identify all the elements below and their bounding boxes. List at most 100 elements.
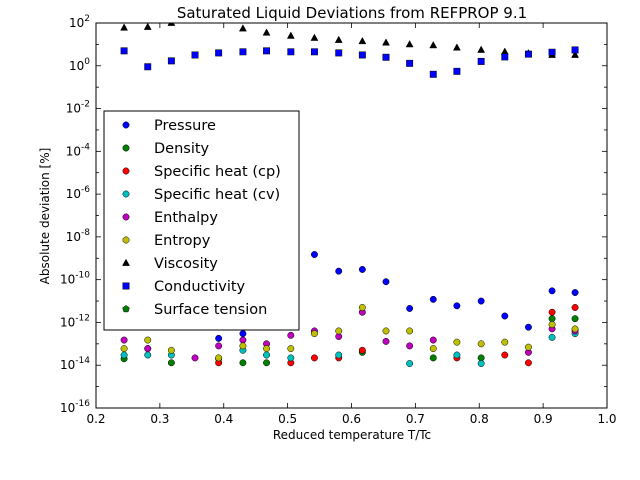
data-point <box>548 315 556 323</box>
data-point <box>335 49 343 57</box>
data-point <box>453 338 461 346</box>
legend-marker <box>122 144 130 152</box>
legend-marker <box>122 282 130 290</box>
data-point <box>167 359 175 367</box>
data-point <box>406 327 414 335</box>
data-point <box>429 354 437 362</box>
plot-frame <box>95 22 608 409</box>
data-point <box>548 321 556 328</box>
series-pressure <box>167 251 579 342</box>
y-tick-base: 10 <box>66 230 81 244</box>
data-point <box>263 351 270 359</box>
data-point <box>215 49 223 57</box>
data-point <box>501 53 509 61</box>
data-point <box>501 351 509 359</box>
data-point <box>287 354 295 362</box>
data-point <box>311 48 318 56</box>
data-point <box>477 45 486 53</box>
data-point <box>524 50 532 58</box>
data-point <box>120 345 128 353</box>
x-axis-label: Reduced temperature T/Tc <box>273 428 431 442</box>
legend-label: Pressure <box>154 118 216 134</box>
legend-marker <box>122 190 130 198</box>
data-point <box>453 67 461 75</box>
data-point <box>548 48 556 56</box>
data-point <box>120 23 129 31</box>
y-tick-base: 10 <box>60 315 75 329</box>
data-point <box>143 23 152 30</box>
x-tick-label: 0.3 <box>150 412 169 426</box>
y-tick-exponent: -14 <box>75 356 90 366</box>
data-point <box>263 47 270 55</box>
data-point <box>429 70 437 78</box>
plot-area: 0.2 0.3 0.4 0.5 0.6 0.7 0.8 0.9 1.010210010-210-… <box>60 14 617 426</box>
data-point <box>452 43 461 51</box>
y-tick-label: 10-10 <box>60 271 90 287</box>
data-point <box>311 330 318 338</box>
data-point <box>548 287 556 295</box>
y-tick-exponent: -16 <box>75 399 90 409</box>
y-tick-label: 10-12 <box>60 313 90 329</box>
data-point <box>239 330 247 338</box>
y-tick-label: 100 <box>69 57 90 73</box>
x-tick-label: 0.4 <box>214 412 233 426</box>
data-point <box>238 24 247 32</box>
data-point <box>548 308 556 316</box>
x-tick-label: 0.9 <box>534 412 553 426</box>
data-point <box>191 51 199 59</box>
data-point <box>571 289 579 296</box>
data-point <box>571 315 579 323</box>
data-point <box>358 51 366 59</box>
legend-marker <box>122 167 130 175</box>
x-tick-label: 0.6 <box>342 412 361 426</box>
series-viscosity <box>120 23 579 58</box>
data-point <box>406 360 414 367</box>
data-point <box>453 302 461 310</box>
legend-marker <box>122 305 130 313</box>
legend-label: Entropy <box>154 233 211 249</box>
series-entropy <box>120 304 579 362</box>
data-point <box>239 48 247 56</box>
x-tick-label: 0.2 <box>86 412 105 426</box>
data-point <box>429 345 437 353</box>
legend-label: Specific heat (cv) <box>154 187 280 203</box>
data-point <box>311 251 318 258</box>
data-point <box>167 23 176 26</box>
y-tick-base: 10 <box>60 401 75 415</box>
data-point <box>524 323 532 331</box>
x-tick-label: 0.7 <box>406 412 425 426</box>
y-tick-base: 10 <box>60 358 75 372</box>
data-point <box>239 342 247 350</box>
data-point <box>335 267 343 275</box>
data-point <box>144 351 152 359</box>
data-point <box>144 345 152 353</box>
x-tick-label: 0.5 <box>278 412 297 426</box>
y-tick-label: 10-8 <box>66 228 91 244</box>
data-point <box>477 360 485 367</box>
data-point <box>263 345 270 353</box>
legend-marker <box>122 213 130 221</box>
y-tick-label: 102 <box>69 14 90 30</box>
data-point <box>335 327 343 335</box>
data-point <box>191 354 199 362</box>
y-tick-exponent: -12 <box>75 313 90 323</box>
data-point <box>167 346 175 354</box>
data-point <box>287 331 295 339</box>
data-point <box>382 278 390 286</box>
legend-marker <box>122 121 130 129</box>
data-point <box>405 40 414 48</box>
y-tick-exponent: 0 <box>84 57 90 67</box>
data-point <box>477 297 485 305</box>
data-point <box>548 333 556 341</box>
data-point <box>311 354 318 362</box>
y-tick-exponent: 2 <box>84 14 90 24</box>
data-point <box>215 334 223 342</box>
data-point <box>406 342 414 350</box>
chart-title: Saturated Liquid Deviations from REFPROP… <box>177 4 527 22</box>
data-point <box>477 340 485 348</box>
data-point <box>167 57 175 65</box>
data-point <box>571 46 579 54</box>
y-tick-base: 10 <box>66 187 81 201</box>
data-point <box>120 47 128 55</box>
